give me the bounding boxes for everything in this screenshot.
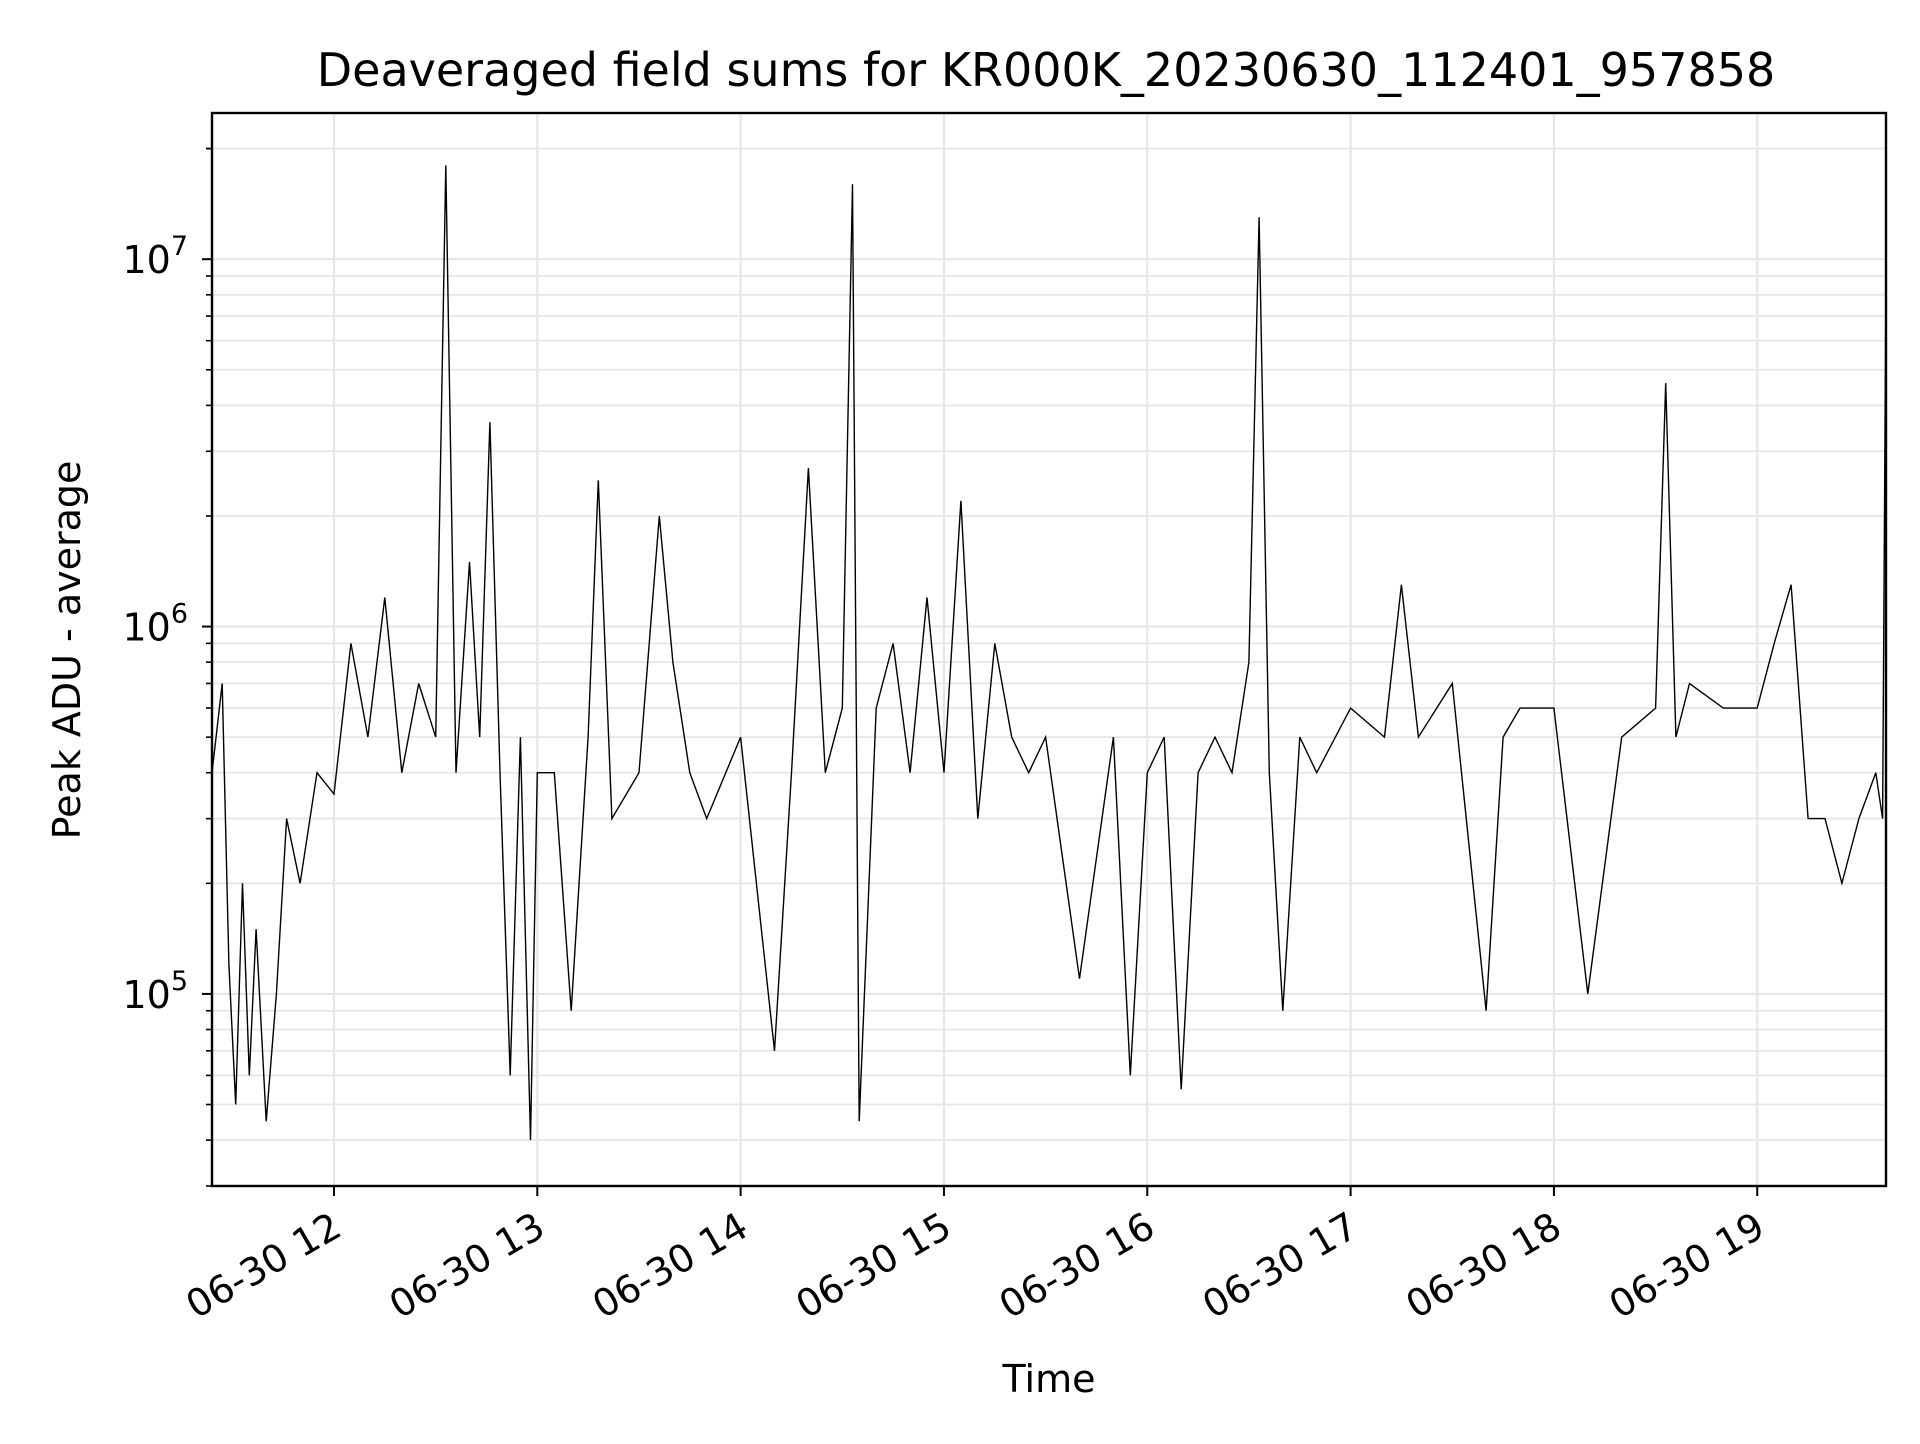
y-tick-exponent: 6: [171, 599, 188, 630]
chart-title: Deaveraged field sums for KR000K_2023063…: [317, 43, 1776, 97]
x-axis-label: Time: [1002, 1357, 1096, 1401]
y-tick-base: 10: [122, 238, 170, 282]
x-tick-label: 06-30 19: [1602, 1204, 1772, 1328]
y-tick-base: 10: [122, 973, 170, 1017]
x-tick-label: 06-30 14: [585, 1204, 755, 1328]
y-tick-label: 106: [122, 599, 188, 650]
plot-frame: [210, 111, 1888, 1188]
series-line: [211, 165, 1887, 1141]
x-tick-label: 06-30 18: [1398, 1204, 1568, 1328]
y-tick-label: 105: [122, 966, 188, 1017]
x-tick-label: 06-30 12: [179, 1204, 349, 1328]
x-tick-label: 06-30 15: [788, 1204, 958, 1328]
y-axis-label: Peak ADU - average: [45, 461, 89, 840]
y-tick-exponent: 7: [171, 231, 188, 262]
x-tick-label: 06-30 16: [992, 1204, 1162, 1328]
grid: [212, 113, 1886, 1187]
y-tick-exponent: 5: [171, 966, 188, 997]
y-tick-label: 107: [122, 231, 188, 282]
x-tick-label: 06-30 17: [1195, 1204, 1365, 1328]
x-tick-label: 06-30 13: [382, 1204, 552, 1328]
y-tick-base: 10: [122, 606, 170, 650]
data-series: [211, 165, 1887, 1141]
